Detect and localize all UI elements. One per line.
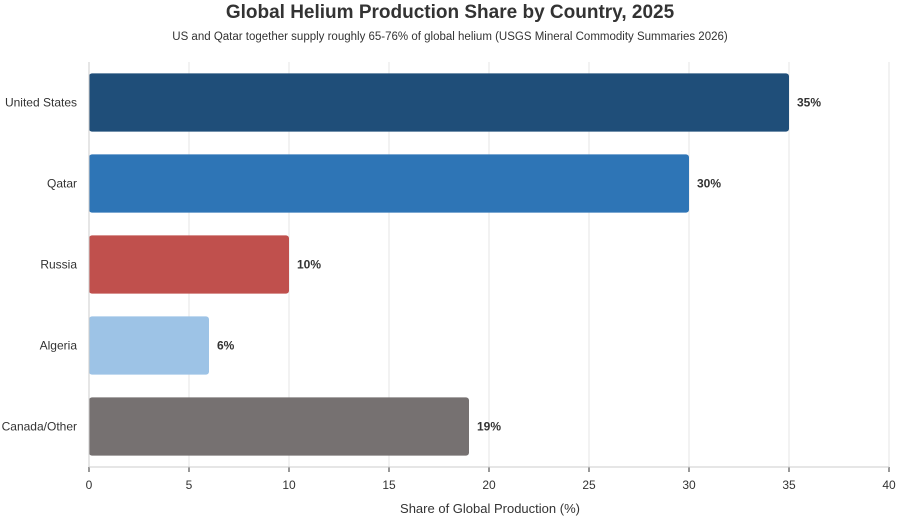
- data-label: 6%: [217, 339, 235, 353]
- data-label: 30%: [697, 177, 721, 191]
- x-tick-label: 40: [882, 478, 896, 492]
- data-label: 10%: [297, 258, 321, 272]
- x-tick-label: 20: [482, 478, 496, 492]
- bar: [89, 316, 209, 375]
- x-axis-label: Share of Global Production (%): [400, 501, 580, 516]
- data-label: 35%: [797, 96, 821, 110]
- y-tick-label: Canada/Other: [2, 420, 77, 434]
- bar: [89, 154, 689, 213]
- axis-layer: 0 5 10 15 20 25 30 35 40 United States Qatar Russia…: [2, 62, 896, 492]
- bar: [89, 73, 789, 132]
- x-tick-label: 25: [582, 478, 596, 492]
- chart-subtitle: US and Qatar together supply roughly 65-…: [172, 31, 728, 43]
- y-tick-label: Qatar: [47, 177, 77, 191]
- x-tick-label: 15: [382, 478, 396, 492]
- x-tick-label: 5: [186, 478, 193, 492]
- bar-layer: 35% 30% 10% 6% 19%: [89, 73, 821, 456]
- bar: [89, 397, 469, 456]
- x-tick-label: 35: [782, 478, 796, 492]
- chart-title: Global Helium Production Share by Countr…: [225, 2, 675, 23]
- x-tick-label: 10: [282, 478, 296, 492]
- bar: [89, 235, 289, 294]
- x-tick-label: 0: [86, 478, 93, 492]
- y-tick-label: Russia: [40, 258, 77, 272]
- data-label: 19%: [477, 420, 501, 434]
- x-tick-label: 30: [682, 478, 696, 492]
- y-tick-label: United States: [5, 96, 77, 110]
- y-tick-label: Algeria: [40, 339, 78, 353]
